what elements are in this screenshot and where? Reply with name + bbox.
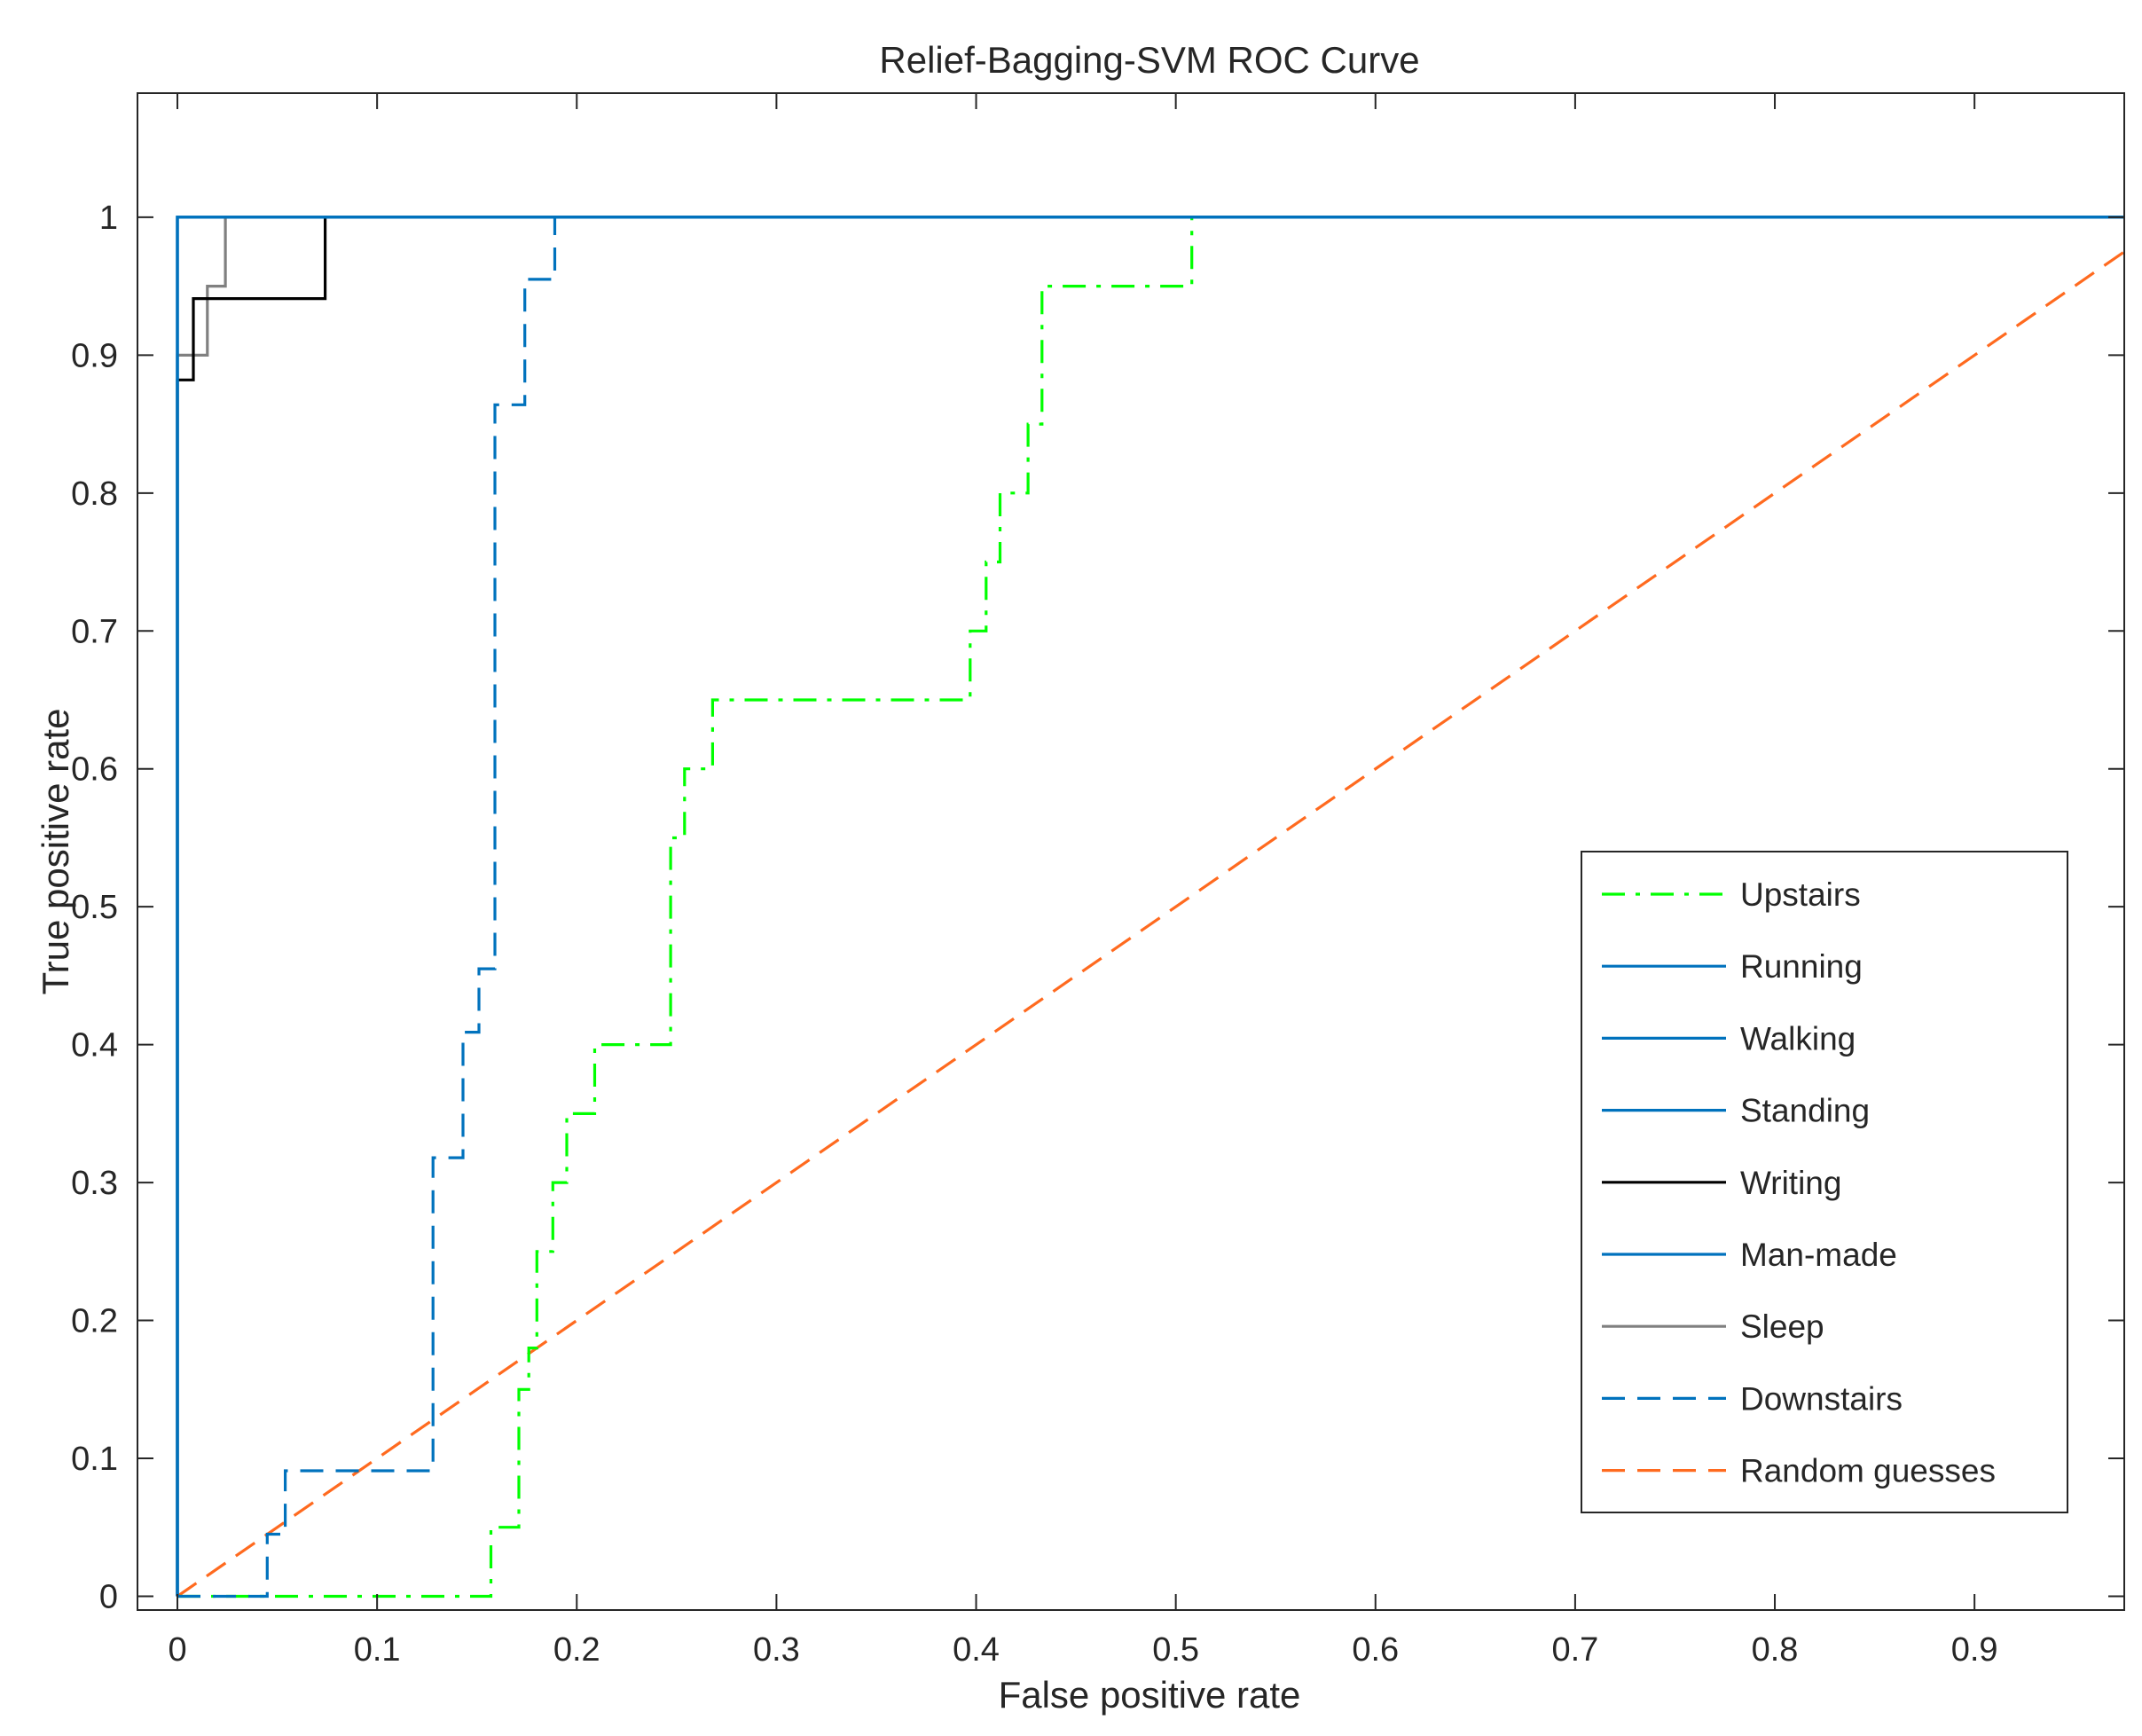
- legend-label-downstairs: Downstairs: [1740, 1380, 1903, 1417]
- x-tick-label: 0.7: [1551, 1631, 1598, 1669]
- legend-label-man-made: Man-made: [1740, 1237, 1897, 1273]
- x-tick-label: 0.8: [1752, 1631, 1799, 1669]
- y-tick-label: 0.5: [71, 889, 118, 926]
- series-line-upstairs: [177, 216, 2124, 1599]
- series-line-sleep: [176, 216, 2124, 1597]
- y-tick-label: 0.4: [71, 1027, 118, 1064]
- y-axis-label: True positive rate: [35, 709, 76, 995]
- legend-label-walking: Walking: [1740, 1020, 1856, 1057]
- y-tick-label: 1: [99, 200, 118, 237]
- x-tick-label: 0: [168, 1631, 186, 1669]
- x-tick-label: 0.3: [753, 1631, 800, 1669]
- legend-label-random-guesses: Random guesses: [1740, 1453, 1996, 1489]
- x-tick-label: 0.9: [1951, 1631, 1998, 1669]
- y-tick-label: 0.9: [71, 337, 118, 374]
- x-axis: 0 0.1 0.2 0.3 0.4 0.5 0.6 0.7 0.8 0.9: [168, 93, 1998, 1669]
- plot-area-frame: [137, 92, 2125, 1611]
- x-tick-label: 0.2: [553, 1631, 600, 1669]
- y-axis: 0 0.1 0.2 0.3 0.4 0.5 0.6 0.7 0.8 0.9 1: [71, 200, 2124, 1615]
- y-tick-label: 0.3: [71, 1165, 118, 1202]
- series-layer: [176, 216, 2124, 1599]
- y-tick-label: 0.7: [71, 613, 118, 650]
- chart-title: Relief-Bagging-SVM ROC Curve: [879, 39, 1419, 81]
- x-tick-label: 0.4: [953, 1631, 1000, 1669]
- y-tick-label: 0.8: [71, 475, 118, 513]
- legend-label-sleep: Sleep: [1740, 1308, 1824, 1345]
- y-tick-label: 0.2: [71, 1303, 118, 1340]
- series-line-random-guesses: [177, 250, 2124, 1598]
- x-axis-label: False positive rate: [999, 1674, 1301, 1716]
- series-line-man-made: [176, 216, 2124, 1597]
- legend-label-running: Running: [1740, 948, 1863, 985]
- legend-label-upstairs: Upstairs: [1740, 876, 1861, 913]
- x-tick-label: 0.6: [1352, 1631, 1399, 1669]
- y-tick-label: 0.1: [71, 1441, 118, 1478]
- x-tick-label: 0.1: [354, 1631, 401, 1669]
- series-line-downstairs: [177, 216, 2124, 1599]
- legend-label-standing: Standing: [1740, 1093, 1870, 1129]
- y-tick-label: 0: [99, 1578, 118, 1615]
- legend: Upstairs Running Walking Standing Writing Man…: [1581, 851, 2068, 1513]
- x-tick-label: 0.5: [1152, 1631, 1199, 1669]
- legend-label-writing: Writing: [1740, 1165, 1841, 1201]
- y-tick-label: 0.6: [71, 751, 118, 789]
